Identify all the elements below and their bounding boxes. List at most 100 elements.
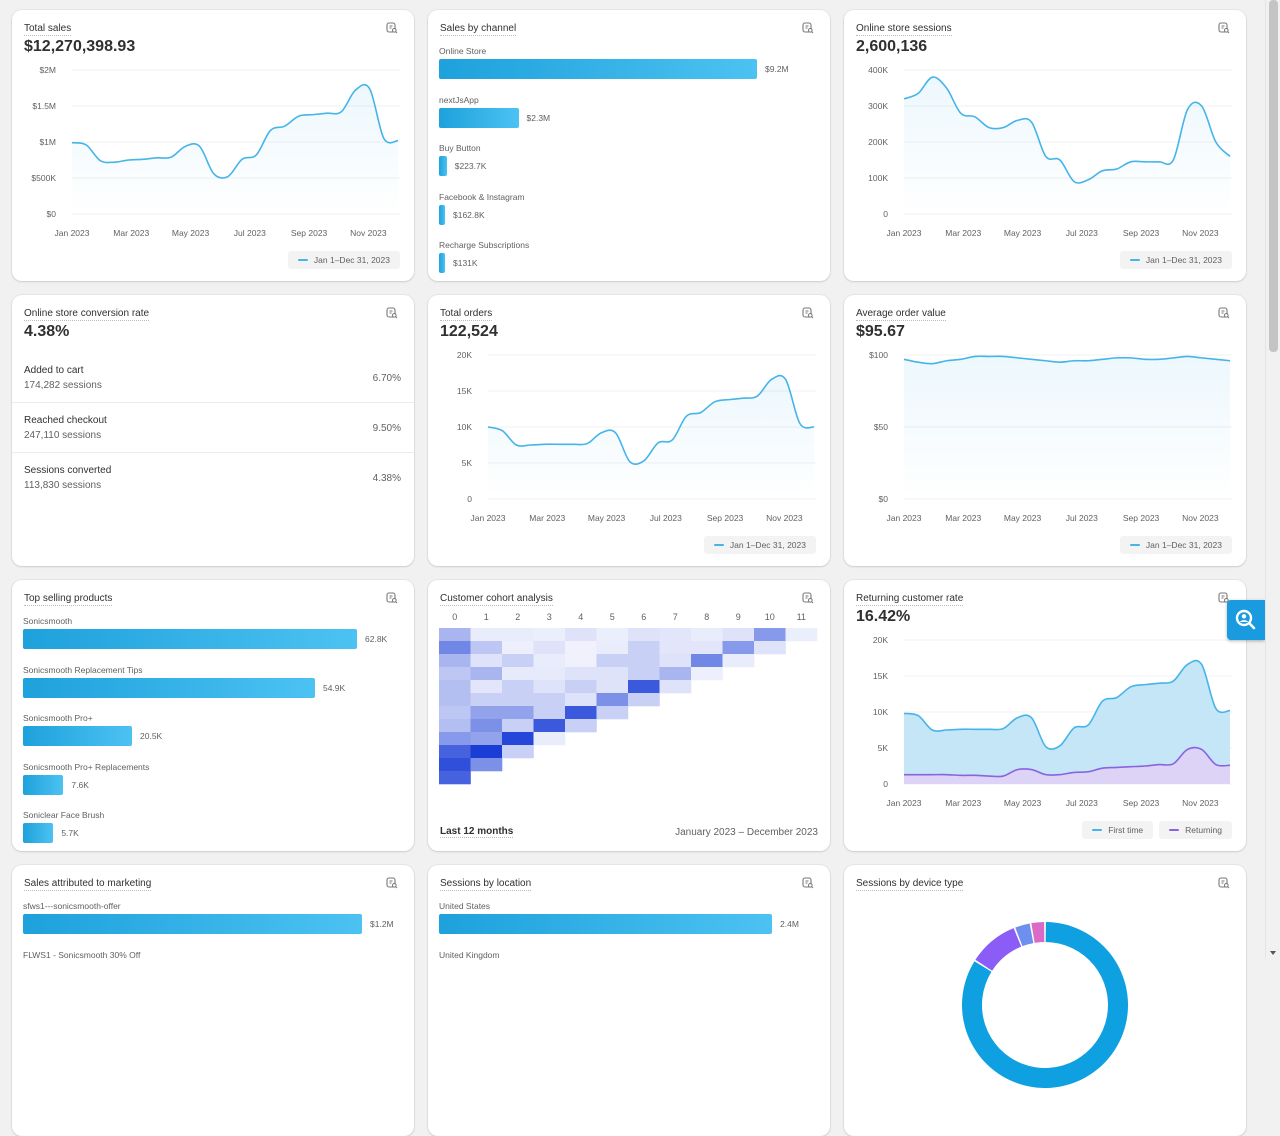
total-orders-card: Total orders 122,524 20K 15K 10K 5K 0 Jan 202… <box>428 295 830 566</box>
cohort-cell <box>533 628 566 642</box>
bar-label: FLWS1 - Sonicsmooth 30% Off <box>23 949 141 960</box>
x-tick-label: Jul 2023 <box>1066 513 1098 523</box>
y-tick-label: 5K <box>878 743 889 753</box>
bar-list-item[interactable]: Sonicsmooth Pro+ Replacements 7.6K <box>23 762 402 811</box>
aov-chart: $100 $50 $0 Jan 2023 Mar 2023 May 2023 Jul 202… <box>869 350 1232 523</box>
legend-label: Jan 1–Dec 31, 2023 <box>1145 255 1222 265</box>
legend-date-range[interactable]: Jan 1–Dec 31, 2023 <box>703 536 816 554</box>
cohort-cell <box>628 641 660 655</box>
search-customer-button[interactable] <box>1227 600 1265 640</box>
y-tick-label: $500K <box>31 173 56 183</box>
bar[interactable] <box>23 629 357 649</box>
bar-list-item[interactable]: sfws1---sonicsmooth-offer $1.2M <box>23 901 402 950</box>
x-tick-label: May 2023 <box>1004 228 1042 238</box>
cohort-column-label: 8 <box>704 612 709 622</box>
cohort-cell <box>439 732 471 746</box>
cohort-period[interactable]: Last 12 months <box>440 826 514 838</box>
series-area <box>488 375 814 499</box>
cohort-cell <box>565 641 597 655</box>
cohort-cell <box>439 706 471 720</box>
cohort-range: January 2023 – December 2023 <box>675 827 818 838</box>
legend-date-range[interactable]: Jan 1–Dec 31, 2023 <box>1119 536 1232 554</box>
card-title[interactable]: Online store conversion rate <box>24 308 150 321</box>
page-scrollbar[interactable] <box>1265 0 1280 958</box>
card-title[interactable]: Online store sessions <box>856 23 952 36</box>
cohort-cell <box>628 693 660 707</box>
explore-icon[interactable] <box>802 877 814 889</box>
legend-date-range[interactable]: Jan 1–Dec 31, 2023 <box>1119 251 1232 269</box>
card-title[interactable]: Top selling products <box>24 593 113 606</box>
bar-list-item[interactable]: Buy Button $223.7K <box>439 143 818 192</box>
bar[interactable] <box>439 204 445 225</box>
card-title[interactable]: Sales by channel <box>440 23 517 36</box>
card-title[interactable]: Total sales <box>24 23 72 36</box>
legend-label: Jan 1–Dec 31, 2023 <box>1145 540 1222 550</box>
total-sales-chart: $2M $1.5M $1M $500K $0 Jan 2023 Mar 2023 May 20… <box>31 65 400 238</box>
cohort-cell <box>470 719 503 733</box>
marketing-bar-list: sfws1---sonicsmooth-offer $1.2M FLWS1 - So… <box>23 901 402 998</box>
card-title[interactable]: Sessions by device type <box>856 878 964 891</box>
bar-list-item[interactable]: Sonicsmooth Replacement Tips 54.9K <box>23 665 402 714</box>
series-line <box>903 659 1231 751</box>
cohort-cell <box>565 667 597 681</box>
products-bar-list: Sonicsmooth 62.8K Sonicsmooth Replacement … <box>23 616 402 851</box>
bar[interactable] <box>23 774 64 795</box>
x-tick-label: Jan 2023 <box>887 513 922 523</box>
legend-label: Jan 1–Dec 31, 2023 <box>313 255 390 265</box>
legend-returning[interactable]: Returning <box>1159 821 1232 839</box>
y-tick-label: 20K <box>873 635 888 645</box>
explore-icon[interactable] <box>802 22 814 34</box>
row-label: Added to cart <box>24 365 84 376</box>
x-tick-label: Sep 2023 <box>1123 228 1160 238</box>
cohort-cell <box>439 680 471 694</box>
cohort-cell <box>470 693 503 707</box>
card-title[interactable]: Sessions by location <box>440 878 532 891</box>
bar-label: United Kingdom <box>439 949 500 960</box>
bar[interactable] <box>23 914 362 934</box>
series-line <box>487 374 815 466</box>
card-title[interactable]: Average order value <box>856 308 946 321</box>
bar[interactable] <box>23 726 133 746</box>
location-card: Sessions by location United States 2.4M Un… <box>428 865 830 1136</box>
bar-list-item[interactable]: FLWS1 - Sonicsmooth 30% Off <box>23 950 402 999</box>
explore-icon[interactable] <box>386 307 398 319</box>
legend-first-time[interactable]: First time <box>1082 821 1154 839</box>
bar-list-item[interactable]: nextJsApp $2.3M <box>439 95 818 144</box>
bar-list-item[interactable]: Sonicsmooth 62.8K <box>23 616 402 665</box>
bar[interactable] <box>439 156 447 176</box>
bar-list-item[interactable]: Soniclear Face Brush 5.7K <box>23 810 402 851</box>
bar-list-item[interactable]: Online Store $9.2M <box>439 46 818 95</box>
y-tick-label: 200K <box>868 137 888 147</box>
explore-icon[interactable] <box>386 592 398 604</box>
total-sales-card: Total sales $12,270,398.93 $2M $1.5M $1M $5… <box>12 10 414 281</box>
bar[interactable] <box>439 914 772 934</box>
cohort-cell <box>533 732 566 746</box>
scrollbar-thumb[interactable] <box>1269 0 1278 352</box>
bar-list-item[interactable]: Recharge Subscriptions $131K <box>439 240 818 281</box>
scroll-down-arrow[interactable] <box>1270 951 1276 955</box>
x-tick-label: Sep 2023 <box>291 228 328 238</box>
sales-by-channel-card: Sales by channel Online Store $9.2M nextJs… <box>428 10 830 281</box>
bar[interactable] <box>23 823 54 843</box>
x-tick-label: Sep 2023 <box>1123 513 1160 523</box>
bar[interactable] <box>439 59 757 79</box>
bar[interactable] <box>439 107 519 128</box>
cohort-cell <box>722 628 755 642</box>
legend-date-range[interactable]: Jan 1–Dec 31, 2023 <box>287 251 400 269</box>
device-card: Sessions by device type <box>844 865 1246 1136</box>
bar-list-item[interactable]: Facebook & Instagram $162.8K <box>439 192 818 241</box>
explore-icon[interactable] <box>386 877 398 889</box>
bar-list-item[interactable]: United States 2.4M <box>439 901 818 950</box>
card-title[interactable]: Total orders <box>440 308 493 321</box>
cohort-heatmap: 0 1 2 3 4 5 6 7 8 9 10 11 <box>439 612 818 785</box>
bar-value: 54.9K <box>322 682 346 693</box>
bar-list-item[interactable]: Sonicsmooth Pro+ 20.5K <box>23 713 402 762</box>
card-title[interactable]: Customer cohort analysis <box>440 593 553 606</box>
card-title[interactable]: Sales attributed to marketing <box>24 878 152 891</box>
bar[interactable] <box>439 253 445 273</box>
card-title[interactable]: Returning customer rate <box>856 593 964 606</box>
series-area <box>904 356 1230 499</box>
bar-list-item[interactable]: United Kingdom <box>439 950 818 999</box>
x-tick-label: Mar 2023 <box>945 513 981 523</box>
bar[interactable] <box>23 677 315 698</box>
